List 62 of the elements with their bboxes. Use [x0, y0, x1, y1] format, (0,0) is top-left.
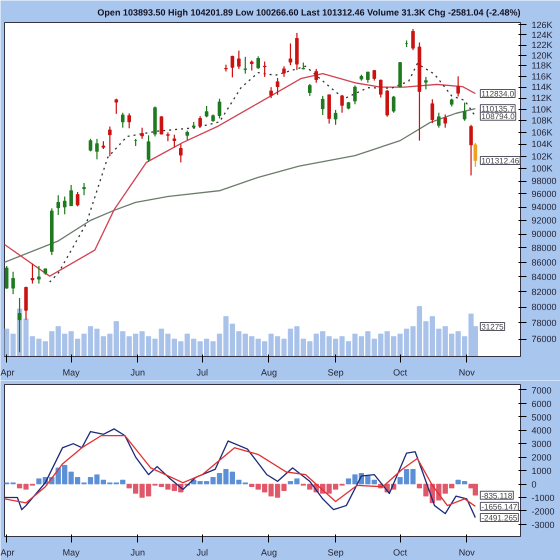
- x-tick-label: Oct: [393, 548, 408, 558]
- y-tick-label: 96000: [532, 188, 557, 199]
- annotation: -2491.265: [481, 514, 518, 523]
- y-tick-label: 88000: [532, 242, 557, 253]
- x-tick-label: Sep: [328, 368, 344, 378]
- y-tick-label: 116K: [532, 71, 552, 82]
- y-tick-label: 110K: [532, 104, 552, 114]
- y-tick-label: 108K: [532, 116, 553, 126]
- y-tick-label: 98000: [532, 176, 557, 186]
- annotation: 112834.0: [481, 90, 515, 99]
- y-tick-label: 126K: [532, 20, 553, 30]
- x-tick-label: Aug: [260, 368, 277, 378]
- y-tick-label: 1000: [532, 466, 552, 476]
- y-tick-label: 104K: [532, 139, 553, 150]
- x-tick-label: Apr: [0, 368, 15, 378]
- annotation: 108794.0: [481, 112, 516, 122]
- y-tick-label: 118K: [532, 60, 552, 71]
- y-tick-label: 114K: [532, 82, 552, 92]
- y-tick-label: 80000: [532, 302, 557, 312]
- x-tick-label: May: [62, 368, 80, 378]
- x-tick-label: Aug: [260, 548, 277, 558]
- y-tick-label: 102K: [532, 151, 553, 162]
- x-tick-label: Apr: [0, 548, 15, 558]
- annotation: 101312.46: [481, 156, 520, 166]
- x-tick-label: Jun: [130, 548, 146, 558]
- y-tick-label: 84000: [532, 272, 557, 282]
- x-tick-label: Jul: [196, 368, 208, 378]
- x-tick-label: May: [62, 548, 80, 558]
- y-tick-label: 124K: [532, 30, 553, 40]
- y-tick-label: 94000: [532, 202, 557, 212]
- x-tick-label: Oct: [393, 368, 408, 378]
- x-tick-label: Nov: [458, 368, 476, 378]
- y-tick-label: 5000: [532, 412, 552, 422]
- x-tick-label: Jun: [130, 368, 146, 378]
- y-tick-label: 82000: [532, 286, 557, 297]
- y-tick-label: 112K: [532, 93, 552, 104]
- chart-subtitle: Open 103893.50 High 104201.89 Low 100266.60 Last 101312.46 Volume 31.3K Chg -2581.04 (-2.48%): [97, 8, 521, 18]
- annotation: -1656.147: [481, 502, 518, 512]
- annotation: 110135.7: [481, 104, 515, 114]
- y-tick-label: 86000: [532, 257, 557, 268]
- y-tick-label: 90000: [532, 229, 557, 240]
- y-tick-label: 2000: [532, 452, 552, 463]
- y-tick-label: -2000: [532, 506, 555, 516]
- y-tick-label: 106K: [532, 127, 553, 138]
- y-tick-label: -1000: [532, 492, 555, 503]
- y-tick-label: 120K: [532, 50, 553, 60]
- y-tick-label: 7000: [532, 385, 552, 396]
- x-tick-label: Jul: [196, 548, 208, 558]
- annotation: 31275: [481, 322, 504, 332]
- y-tick-label: -3000: [532, 520, 555, 530]
- y-tick-label: 100K: [532, 164, 553, 174]
- y-tick-label: 78000: [532, 318, 557, 328]
- y-tick-label: 6000: [532, 398, 552, 409]
- y-tick-label: 0: [532, 480, 537, 490]
- y-tick-label: 76000: [532, 334, 557, 344]
- y-tick-label: 92000: [532, 215, 557, 226]
- x-tick-label: Nov: [458, 548, 476, 558]
- y-tick-label: 3000: [532, 439, 552, 450]
- y-tick-label: 4000: [532, 426, 552, 436]
- y-tick-label: 122K: [532, 40, 553, 50]
- annotation: -835.118: [481, 491, 513, 500]
- x-tick-label: Sep: [328, 548, 344, 558]
